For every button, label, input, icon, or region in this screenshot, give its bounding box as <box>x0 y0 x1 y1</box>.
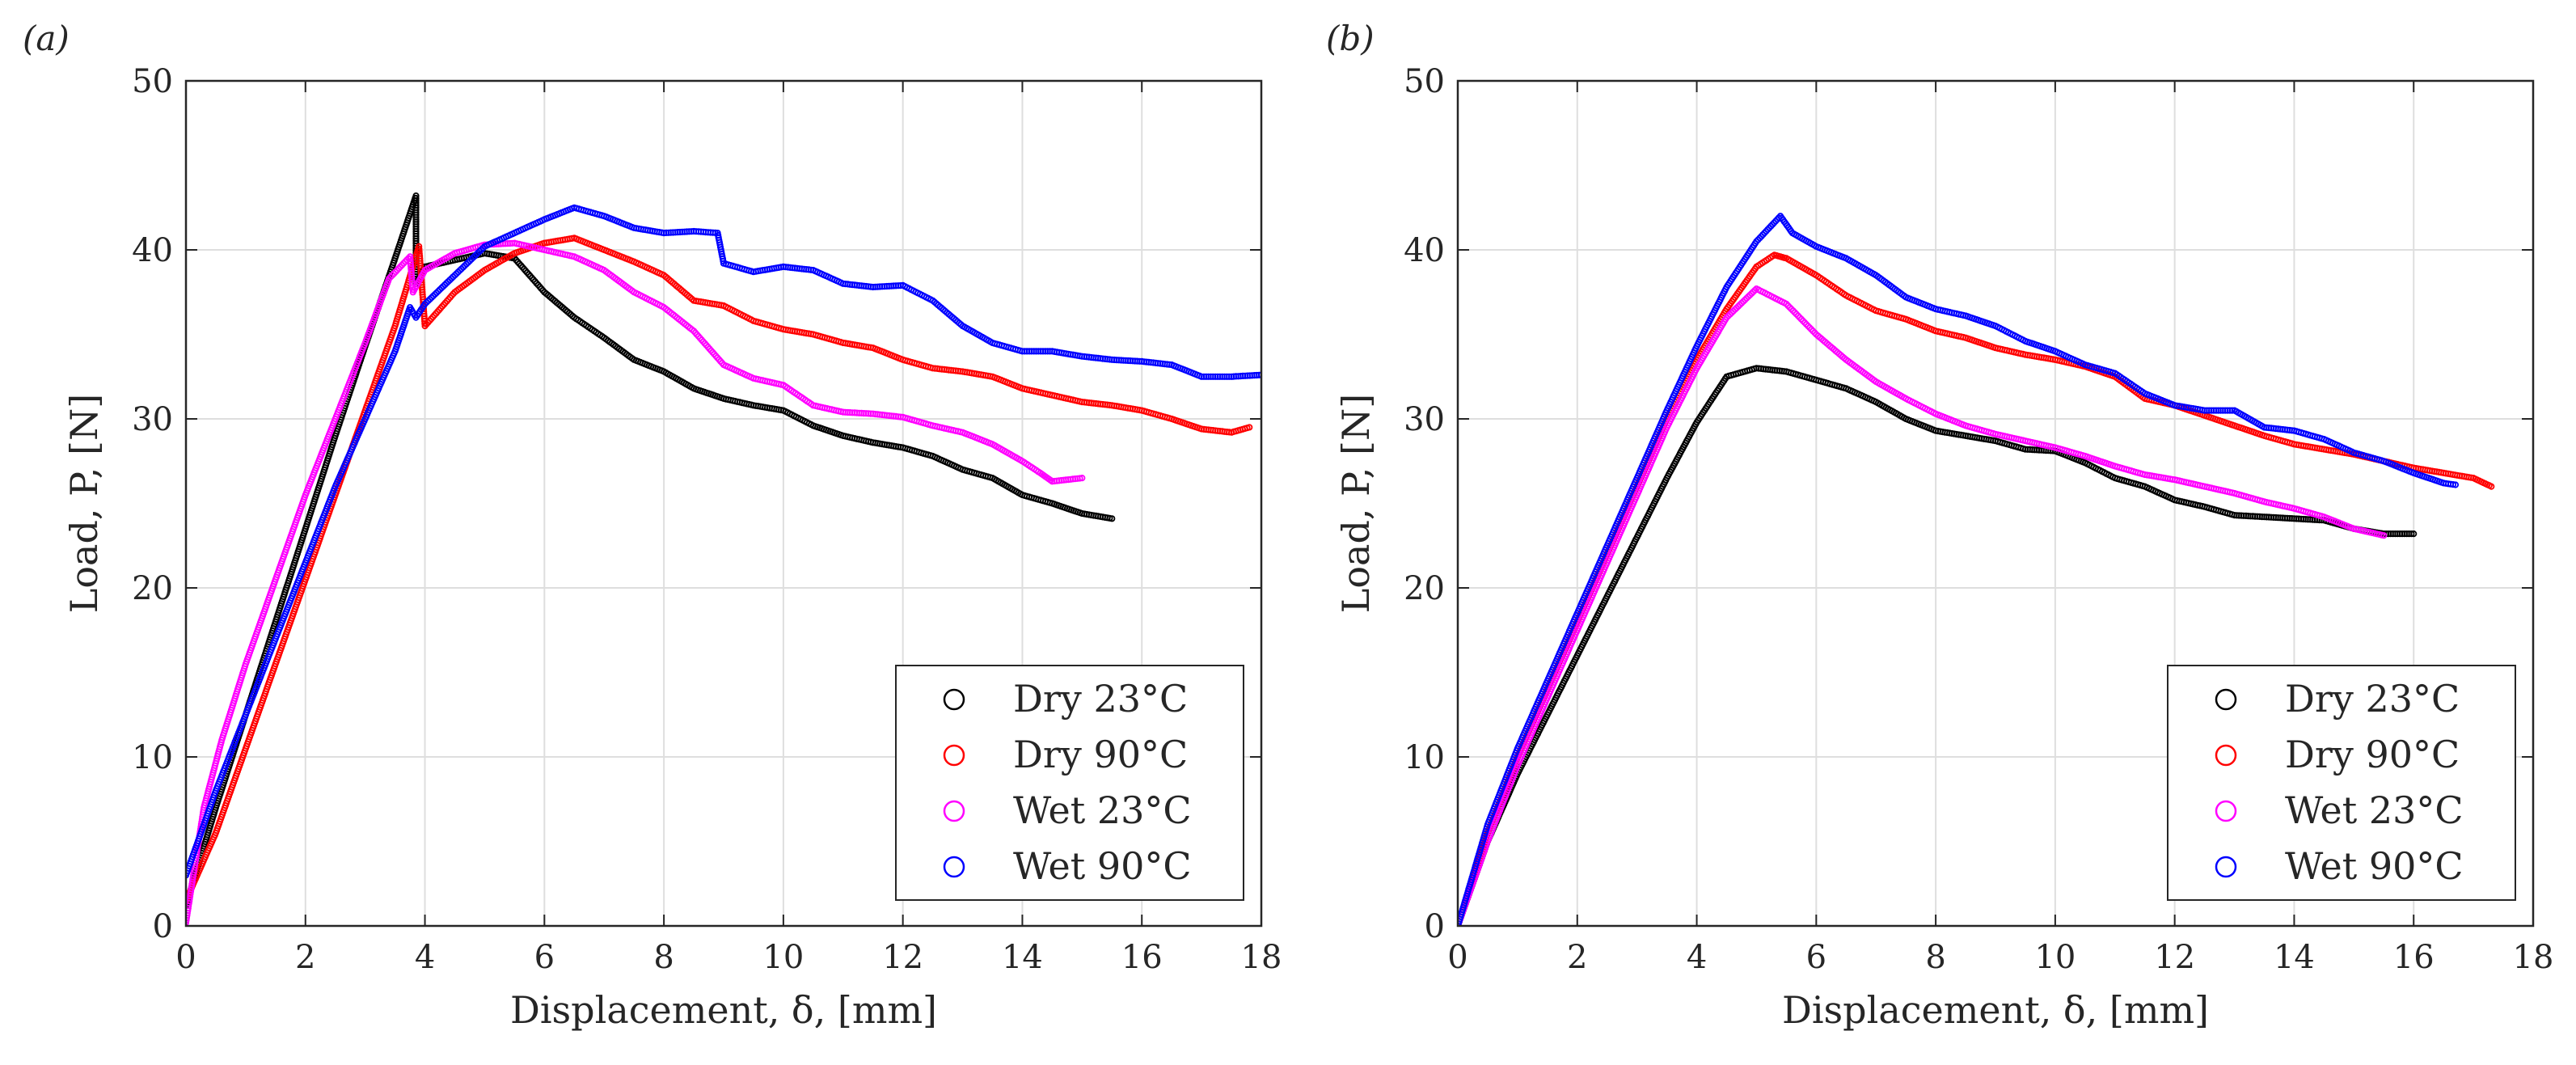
y-tick-label: 50 <box>132 63 173 100</box>
x-axis-label: Displacement, δ, [mm] <box>1782 988 2209 1032</box>
data-point <box>1734 302 1742 310</box>
legend: Dry 23°C Dry 90°C Wet 23°C Wet 90°C <box>895 665 1244 901</box>
legend-entry: Dry 90°C <box>1013 733 1188 776</box>
chart-panel-b: (b) 0 2 4 6 8 10 12 14 16 18 0 10 20 30 40 50 Displacemen… <box>1326 19 2553 1032</box>
legend-marker <box>943 800 965 822</box>
data-point <box>421 300 429 307</box>
x-tick-label: 6 <box>1806 939 1826 976</box>
panel-label: (a) <box>23 19 70 58</box>
series-wet-90-c <box>1458 213 2460 926</box>
legend-entry: Wet 23°C <box>1013 788 1192 832</box>
data-point <box>1109 515 1116 522</box>
y-tick-label: 0 <box>1425 908 1445 945</box>
x-tick-label: 0 <box>1447 939 1467 976</box>
y-axis-label: Load, P, [N] <box>62 394 106 613</box>
data-point <box>453 270 460 277</box>
y-tick-label: 10 <box>132 739 173 776</box>
legend-entry: Wet 90°C <box>1013 844 1192 888</box>
x-tick-label: 4 <box>1687 939 1707 976</box>
data-point <box>1246 424 1253 431</box>
x-tick-label: 8 <box>653 939 674 976</box>
data-point <box>1728 309 1735 316</box>
x-tick-label: 10 <box>2034 939 2076 976</box>
x-tick-label: 12 <box>2154 939 2195 976</box>
y-tick-label: 20 <box>1404 570 1445 607</box>
data-point <box>428 294 435 302</box>
data-point <box>2488 483 2495 490</box>
data-point <box>1805 322 1812 330</box>
y-tick-label: 40 <box>132 232 173 269</box>
y-tick-label: 10 <box>1404 739 1445 776</box>
x-tick-label: 12 <box>882 939 923 976</box>
x-tick-label: 0 <box>175 939 196 976</box>
x-tick-label: 4 <box>415 939 435 976</box>
y-tick-label: 20 <box>132 570 173 607</box>
x-axis-label: Displacement, δ, [mm] <box>510 988 937 1032</box>
y-tick-label: 40 <box>1404 232 1445 269</box>
series-wet-23-c <box>186 239 1086 926</box>
data-point <box>1810 328 1817 335</box>
x-tick-label: 8 <box>1925 939 1945 976</box>
data-point <box>1806 323 1814 332</box>
data-point <box>1802 320 1810 328</box>
chart-panel-a: (a) 0 2 4 6 8 10 12 14 16 18 0 10 20 30 40 50 Displacemen… <box>23 19 1282 1032</box>
legend-marker <box>943 856 965 878</box>
x-tick-label: 2 <box>1567 939 1587 976</box>
x-tick-label: 10 <box>762 939 804 976</box>
y-axis-label: Load, P, [N] <box>1334 394 1378 613</box>
series-wet-90-c <box>186 204 1261 879</box>
x-tick-label: 6 <box>534 939 555 976</box>
data-point <box>1793 311 1800 318</box>
legend-marker <box>943 688 965 711</box>
data-point <box>2408 530 2415 538</box>
data-point <box>459 264 467 271</box>
x-tick-label: 16 <box>2393 939 2435 976</box>
x-tick-label: 2 <box>295 939 315 976</box>
y-tick-label: 30 <box>1404 401 1445 438</box>
data-point <box>2380 532 2388 539</box>
data-point <box>1789 307 1797 315</box>
legend-marker <box>943 744 965 767</box>
data-point <box>1799 317 1806 324</box>
series-dry-23-c <box>1458 365 2418 926</box>
y-tick-label: 50 <box>1404 63 1445 100</box>
data-point <box>1788 305 1795 313</box>
data-point <box>1786 303 1793 311</box>
x-tick-label: 16 <box>1121 939 1163 976</box>
panel-label: (b) <box>1326 19 1375 58</box>
axes-box <box>184 79 1263 928</box>
data-point <box>1257 371 1261 378</box>
y-tick-label: 30 <box>132 401 173 438</box>
data-point <box>1784 302 1792 310</box>
legend-entry: Dry 23°C <box>1013 677 1188 721</box>
data-point <box>1079 475 1086 482</box>
legend-box <box>895 665 1244 901</box>
x-tick-label: 14 <box>1002 939 1043 976</box>
x-tick-label: 18 <box>1241 939 1282 976</box>
data-point <box>2410 530 2418 538</box>
data-point <box>1751 286 1759 294</box>
x-tick-label: 18 <box>2513 939 2554 976</box>
data-point <box>1796 314 1803 321</box>
x-tick-label: 14 <box>2274 939 2315 976</box>
y-tick-label: 0 <box>153 908 173 945</box>
series-wet-23-c <box>1458 285 2388 926</box>
data-point <box>1256 371 1261 378</box>
